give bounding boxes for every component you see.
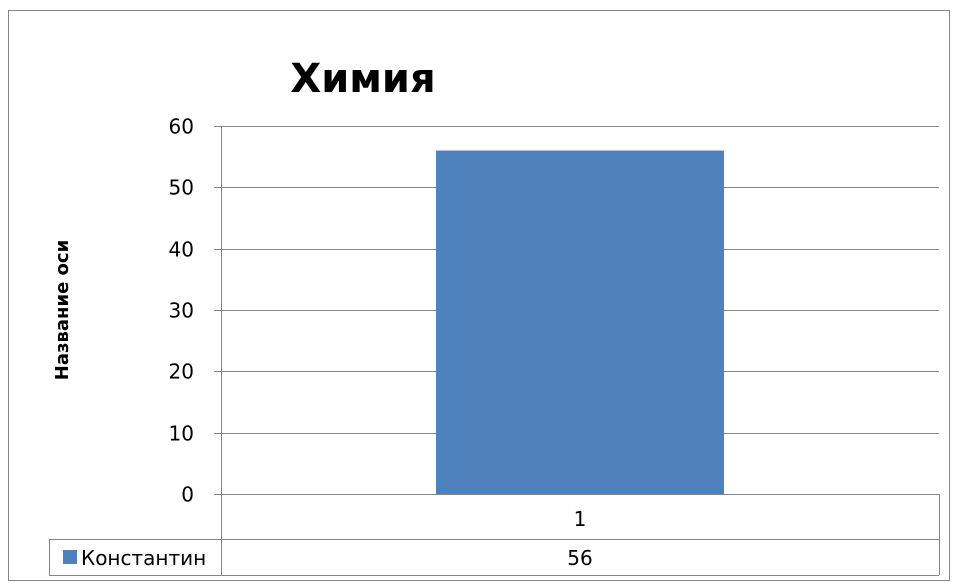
y-tick-label: 40 [169,238,194,262]
y-tick-label: 60 [169,115,194,139]
y-tick-label: 0 [181,483,194,507]
legend-key [63,550,77,564]
bar [436,150,724,495]
bars [436,150,724,495]
y-tick-label: 20 [169,360,194,384]
y-tick-label: 30 [169,299,194,323]
data-table: 1 Константин 56 [49,494,940,576]
chart-title: Химия [290,56,435,102]
y-tick-label: 50 [169,176,194,200]
y-tick-labels: 0 10 20 30 40 50 60 [169,115,194,507]
x-category-label: 1 [574,507,587,531]
y-tick-label: 10 [169,422,194,446]
chart-area-border [8,10,950,581]
legend-label: Константин [81,546,206,570]
y-axis-label: Название оси [52,240,73,380]
data-table-value: 56 [567,546,592,570]
